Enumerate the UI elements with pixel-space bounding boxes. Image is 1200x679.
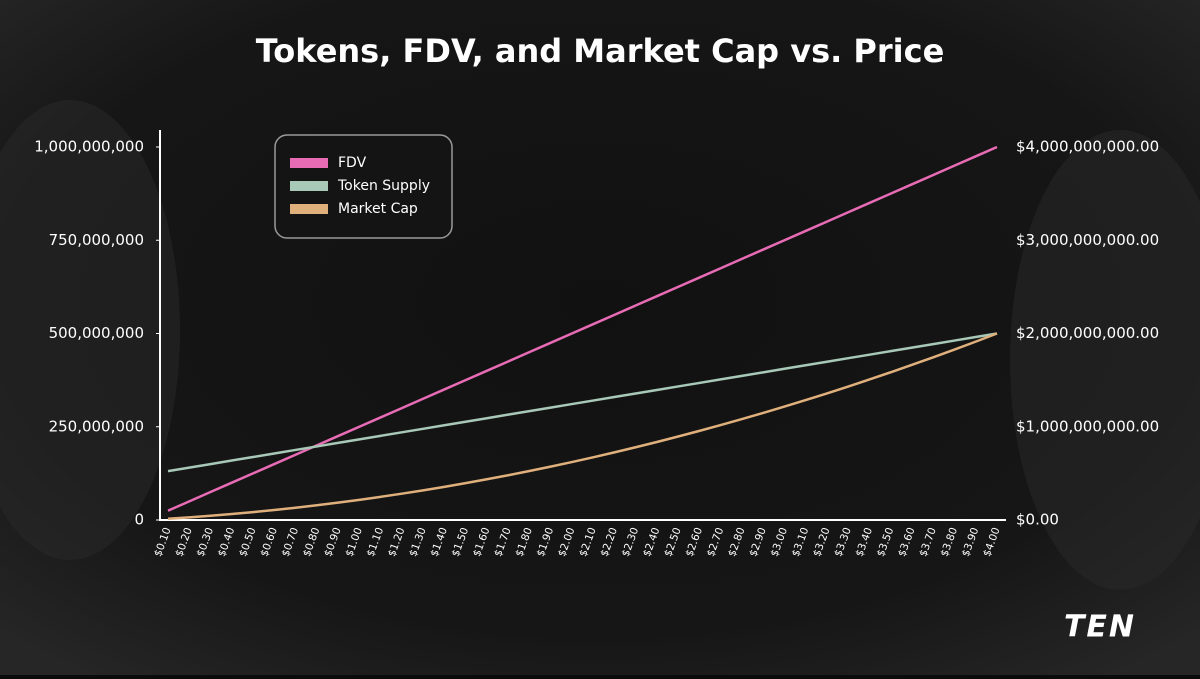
y-tick-label: 750,000,000: [49, 231, 144, 249]
y2-tick-label: $0.00: [1016, 511, 1059, 529]
legend-label: Token Supply: [337, 178, 430, 194]
legend-swatch: [290, 158, 328, 168]
y-tick-label: 250,000,000: [49, 417, 144, 435]
backdrop-hand: [0, 100, 180, 560]
logo: TEN: [1064, 610, 1136, 645]
y2-tick-label: $3,000,000,000.00: [1016, 231, 1159, 249]
y2-tick-label: $1,000,000,000.00: [1016, 417, 1159, 435]
series-line: [167, 332, 998, 521]
y2-tick-label: $4,000,000,000.00: [1016, 138, 1159, 156]
legend-swatch: [290, 204, 328, 214]
y-tick-label: 500,000,000: [49, 324, 144, 342]
y-tick-label: 1,000,000,000: [34, 138, 144, 156]
series-line: [167, 145, 998, 512]
chart-title: Tokens, FDV, and Market Cap vs. Price: [256, 32, 945, 70]
legend: FDV Token Supply Market Cap: [274, 134, 453, 239]
series-line: [167, 332, 998, 473]
backdrop-hand: [1010, 130, 1200, 590]
legend-label: FDV: [338, 155, 367, 171]
y2-tick-label: $2,000,000,000.00: [1016, 324, 1159, 342]
y-tick-label: 0: [134, 511, 144, 529]
legend-swatch: [290, 181, 328, 191]
legend-label: Market Cap: [338, 201, 418, 217]
